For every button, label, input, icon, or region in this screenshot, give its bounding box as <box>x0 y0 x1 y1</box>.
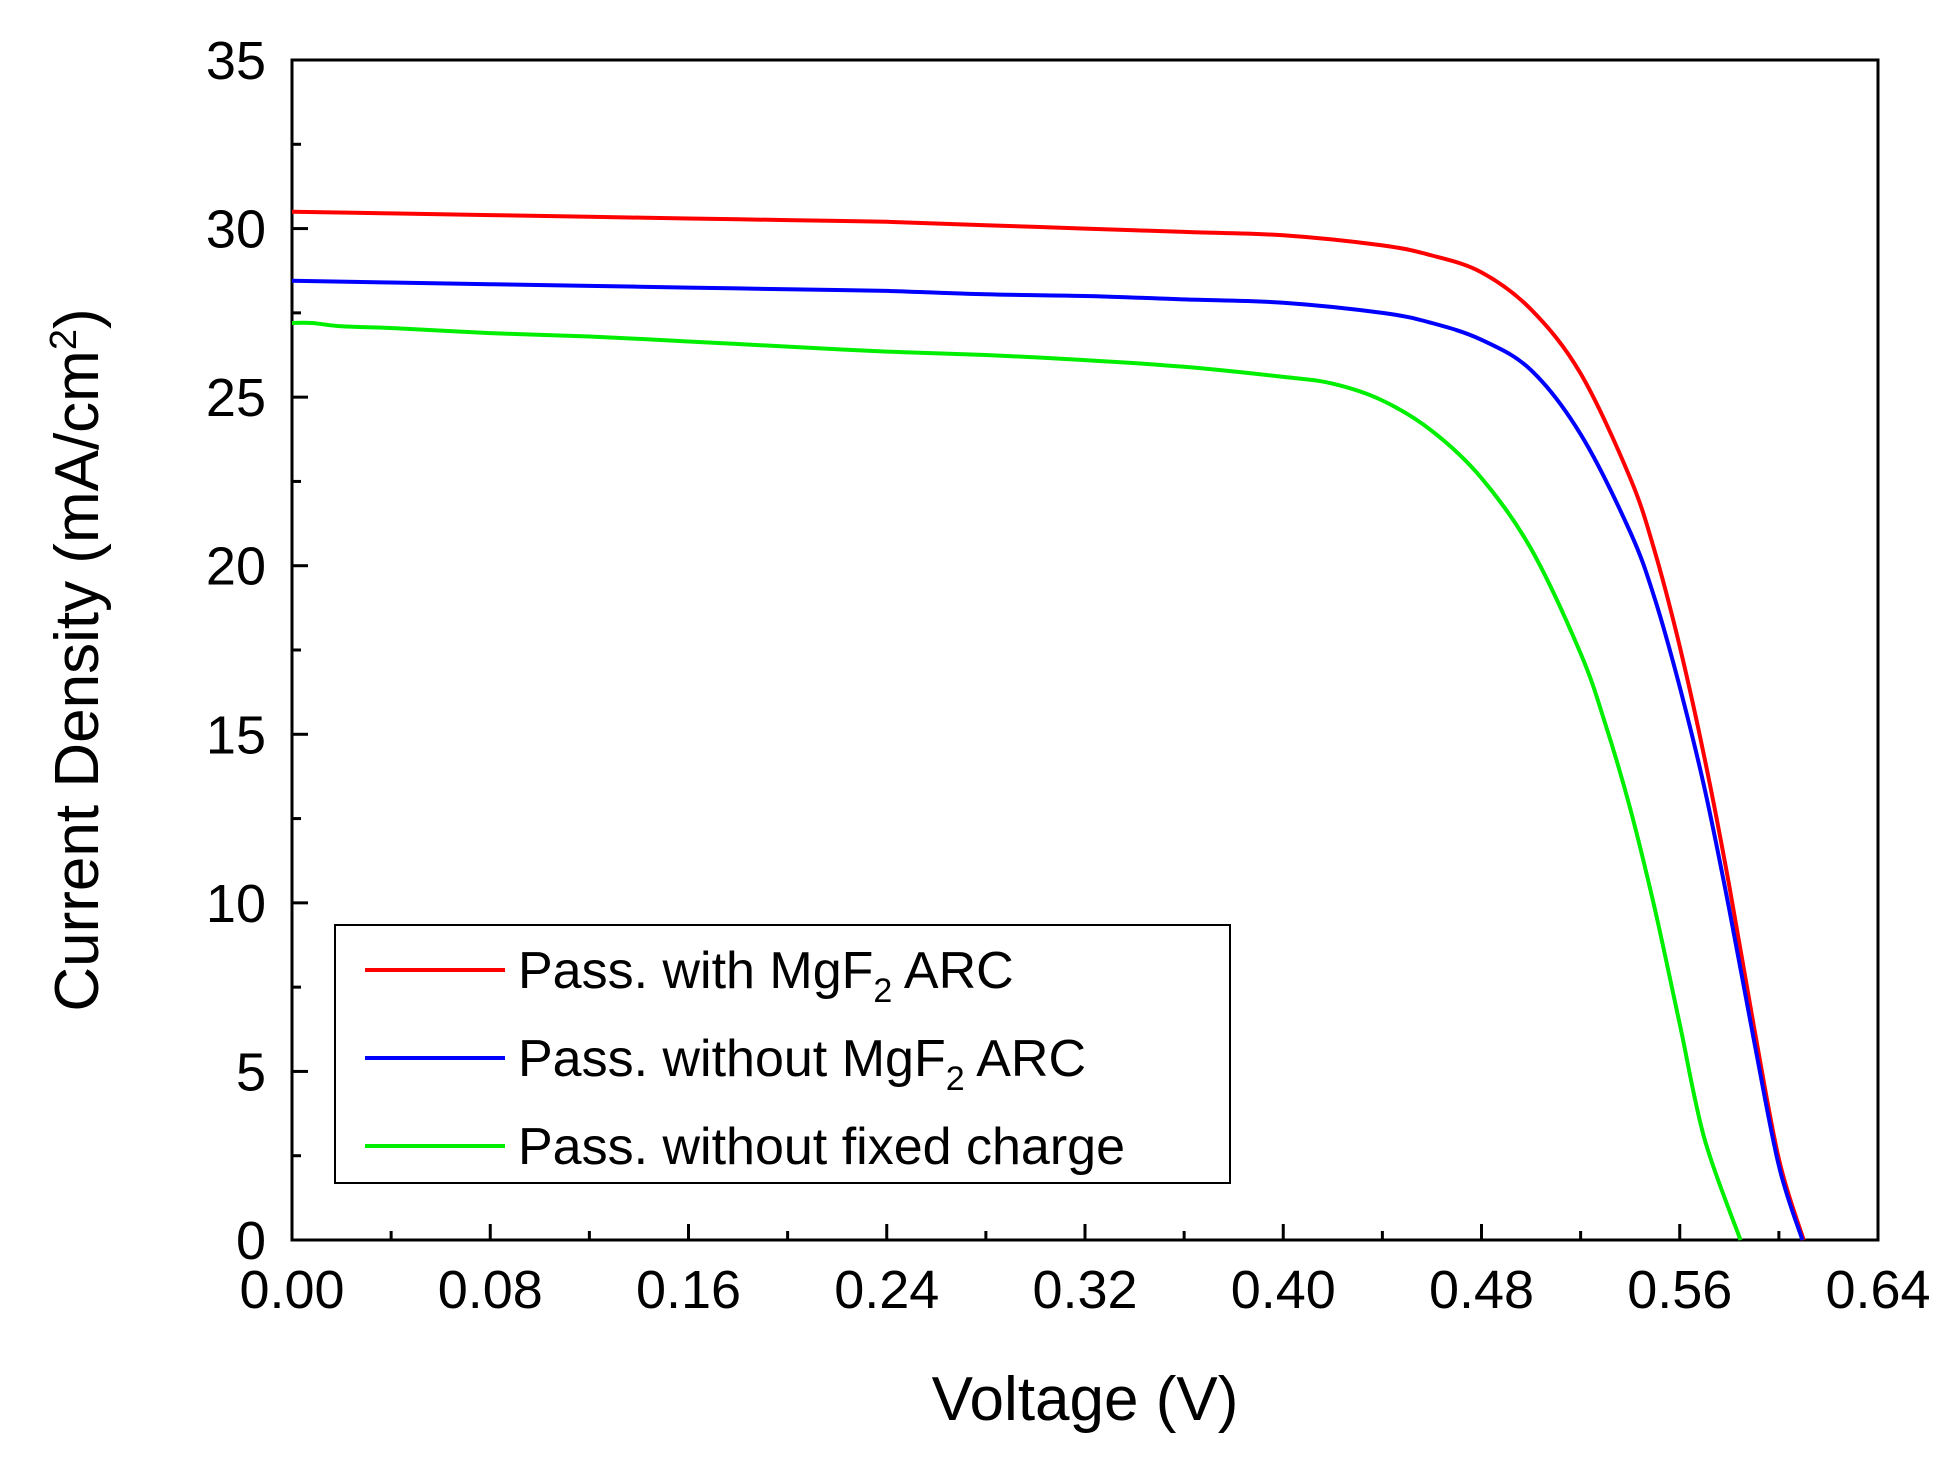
series-line-3 <box>291 320 1743 1241</box>
x-axis-ticks: 0.00 0.08 0.16 0.24 0.32 0.40 0.48 0.56 0.64 <box>239 1224 1931 1320</box>
x-tick-label: 0.56 <box>1627 1260 1732 1320</box>
y-tick-label: 10 <box>206 874 266 934</box>
x-tick-label: 0.08 <box>438 1260 543 1320</box>
y-axis-title: Current Density (mA/cm2) <box>43 308 112 1011</box>
y-axis-title-close: ) <box>43 308 112 329</box>
x-axis-title: Voltage (V) <box>932 1365 1239 1434</box>
x-tick-label: 0.64 <box>1825 1260 1930 1320</box>
legend: Pass. with MgF2 ARC Pass. without MgF2 AR… <box>334 924 1231 1184</box>
plot-area: 0.00 0.08 0.16 0.24 0.32 0.40 0.48 0.56 0.64 0 5 1… <box>206 31 1931 1320</box>
y-tick-label: 15 <box>206 705 266 765</box>
legend-label-1: Pass. with MgF2 ARC <box>518 942 1014 1010</box>
series-line-2 <box>291 278 1805 1241</box>
y-tick-label: 35 <box>206 31 266 91</box>
y-axis-ticks: 0 5 10 15 20 25 30 35 <box>206 31 308 1271</box>
y-tick-label: 0 <box>236 1211 266 1271</box>
y-tick-label: 25 <box>206 368 266 428</box>
y-axis-title-superscript: 2 <box>43 329 85 350</box>
legend-label-3: Pass. without fixed charge <box>518 1118 1125 1176</box>
y-tick-label: 20 <box>206 537 266 597</box>
x-tick-label: 0.00 <box>239 1260 344 1320</box>
legend-label-2: Pass. without MgF2 ARC <box>518 1030 1086 1098</box>
x-tick-label: 0.24 <box>834 1260 939 1320</box>
y-tick-label: 30 <box>206 200 266 260</box>
x-tick-label: 0.48 <box>1429 1260 1534 1320</box>
y-axis-title-text: Current Density (mA/cm <box>43 350 112 1011</box>
series-line-1 <box>291 209 1806 1241</box>
y-tick-label: 5 <box>236 1042 266 1102</box>
x-tick-label: 0.40 <box>1231 1260 1336 1320</box>
x-tick-label: 0.32 <box>1032 1260 1137 1320</box>
x-tick-label: 0.16 <box>636 1260 741 1320</box>
series-lines <box>291 209 1806 1241</box>
